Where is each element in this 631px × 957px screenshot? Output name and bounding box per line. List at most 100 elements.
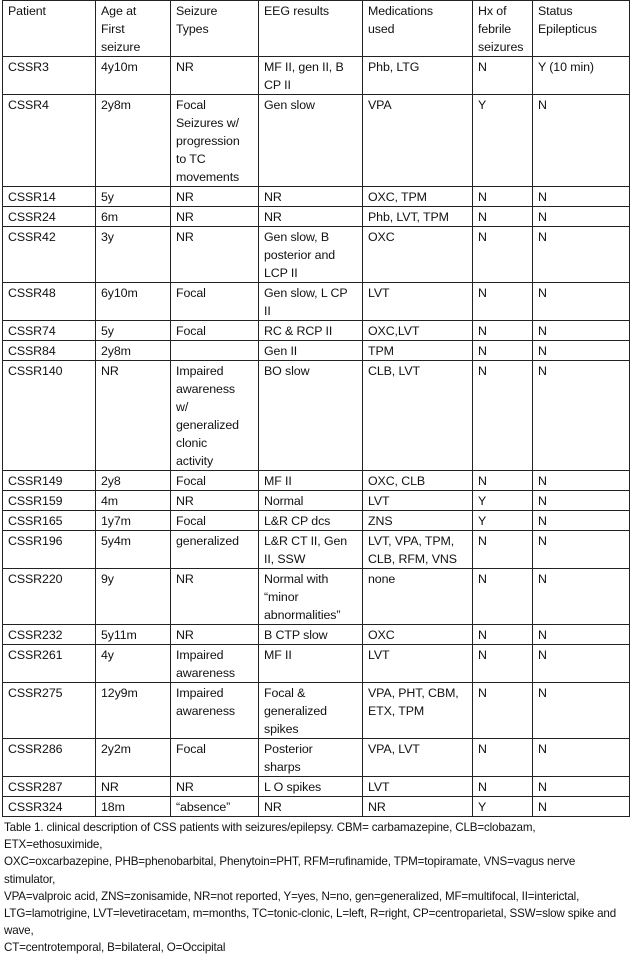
table-row: CSSR3 4y10m NR MF II, gen II, B CP II Phb, L… (2, 56, 630, 95)
cell-seizure-types: NR (170, 624, 259, 645)
cell-patient: CSSR232 (2, 624, 96, 645)
cell-age: 4m (95, 490, 171, 511)
cell-seizure-types: Focal (170, 470, 259, 491)
cell-patient: CSSR4 (2, 94, 96, 187)
cell-eeg: B CTP slow (258, 624, 363, 645)
cell-febrile: N (472, 186, 533, 207)
cell-febrile: N (472, 470, 533, 491)
cell-age: 5y11m (95, 624, 171, 645)
cell-status-epilepticus: N (532, 738, 630, 777)
cell-age: 18m (95, 796, 171, 817)
cell-medications: LVT (362, 776, 473, 797)
cell-seizure-types: Focal (170, 738, 259, 777)
cell-eeg: MF II, gen II, B CP II (258, 56, 363, 95)
cell-patient: CSSR196 (2, 530, 96, 569)
cell-febrile: Y (472, 94, 533, 187)
table-caption: Table 1. clinical description of CSS pat… (4, 821, 617, 955)
cell-status-epilepticus: N (532, 490, 630, 511)
cell-febrile: Y (472, 796, 533, 817)
cell-status-epilepticus: N (532, 340, 630, 361)
cell-age: 4y10m (95, 56, 171, 95)
cell-medications: Phb, LVT, TPM (362, 206, 473, 227)
table-row: CSSR74 5y Focal RC & RCP II OXC,LVT N N (2, 320, 630, 341)
header-age: Age at First seizure (95, 0, 171, 57)
cell-medications: OXC (362, 226, 473, 283)
table-row: CSSR4 2y8m Focal Seizures w/ progression t… (2, 94, 630, 187)
cell-age: 6y10m (95, 282, 171, 321)
cell-status-epilepticus: N (532, 776, 630, 797)
cell-status-epilepticus: N (532, 94, 630, 187)
cell-febrile: N (472, 282, 533, 321)
cell-patient: CSSR149 (2, 470, 96, 491)
table-row: CSSR275 12y9m Impaired awareness Focal & ge… (2, 682, 630, 739)
cell-seizure-types: Impaired awareness (170, 644, 259, 683)
cell-age: 2y8 (95, 470, 171, 491)
cell-age: 2y8m (95, 340, 171, 361)
cell-medications: OXC,LVT (362, 320, 473, 341)
cell-medications: NR (362, 796, 473, 817)
cell-seizure-types: NR (170, 776, 259, 797)
header-patient: Patient (2, 0, 96, 57)
table-row: CSSR159 4m NR Normal LVT Y N (2, 490, 630, 511)
cell-status-epilepticus: N (532, 568, 630, 625)
cell-eeg: Gen II (258, 340, 363, 361)
header-medications: Medications used (362, 0, 473, 57)
cell-medications: LVT (362, 490, 473, 511)
cell-age: NR (95, 776, 171, 797)
table-row: CSSR232 5y11m NR B CTP slow OXC N N (2, 624, 630, 645)
cell-eeg: MF II (258, 470, 363, 491)
cell-patient: CSSR14 (2, 186, 96, 207)
cell-medications: OXC, TPM (362, 186, 473, 207)
cell-age: 1y7m (95, 510, 171, 531)
cell-seizure-types: generalized (170, 530, 259, 569)
cell-medications: Phb, LTG (362, 56, 473, 95)
cell-febrile: N (472, 682, 533, 739)
cell-age: 2y2m (95, 738, 171, 777)
cell-seizure-types: NR (170, 490, 259, 511)
cell-febrile: N (472, 56, 533, 95)
cell-febrile: N (472, 624, 533, 645)
cell-seizure-types: NR (170, 56, 259, 95)
cell-patient: CSSR275 (2, 682, 96, 739)
cell-eeg: L&R CT II, Gen II, SSW (258, 530, 363, 569)
cell-febrile: N (472, 644, 533, 683)
cell-eeg: RC & RCP II (258, 320, 363, 341)
cell-seizure-types: NR (170, 226, 259, 283)
table-row: CSSR287 NR NR L O spikes LVT N N (2, 776, 630, 797)
cell-eeg: NR (258, 796, 363, 817)
cell-patient: CSSR24 (2, 206, 96, 227)
cell-febrile: N (472, 530, 533, 569)
cell-medications: none (362, 568, 473, 625)
cell-patient: CSSR324 (2, 796, 96, 817)
cell-patient: CSSR220 (2, 568, 96, 625)
cell-eeg: Gen slow, L CP II (258, 282, 363, 321)
cell-patient: CSSR140 (2, 360, 96, 471)
cell-medications: TPM (362, 340, 473, 361)
cell-age: 5y (95, 320, 171, 341)
cell-medications: LVT (362, 282, 473, 321)
cell-age: 9y (95, 568, 171, 625)
cell-eeg: BO slow (258, 360, 363, 471)
cell-seizure-types: Focal Seizures w/ progression to TC move… (170, 94, 259, 187)
cell-medications: VPA, LVT (362, 738, 473, 777)
cell-patient: CSSR3 (2, 56, 96, 95)
cell-eeg: Normal with “minor abnormalities” (258, 568, 363, 625)
cell-age: NR (95, 360, 171, 471)
cell-age: 5y4m (95, 530, 171, 569)
cell-eeg: L O spikes (258, 776, 363, 797)
cell-medications: LVT (362, 644, 473, 683)
table-row: CSSR261 4y Impaired awareness MF II LVT N N (2, 644, 630, 683)
cell-status-epilepticus: N (532, 470, 630, 491)
cell-febrile: N (472, 206, 533, 227)
table-row: CSSR165 1y7m Focal L&R CP dcs ZNS Y N (2, 510, 630, 531)
cell-eeg: Posterior sharps (258, 738, 363, 777)
cell-patient: CSSR287 (2, 776, 96, 797)
cell-patient: CSSR48 (2, 282, 96, 321)
table-row: CSSR196 5y4m generalized L&R CT II, Gen II,… (2, 530, 630, 569)
cell-patient: CSSR42 (2, 226, 96, 283)
cell-febrile: N (472, 340, 533, 361)
cell-status-epilepticus: Y (10 min) (532, 56, 630, 95)
cell-status-epilepticus: N (532, 530, 630, 569)
cell-status-epilepticus: N (532, 682, 630, 739)
cell-medications: OXC (362, 624, 473, 645)
